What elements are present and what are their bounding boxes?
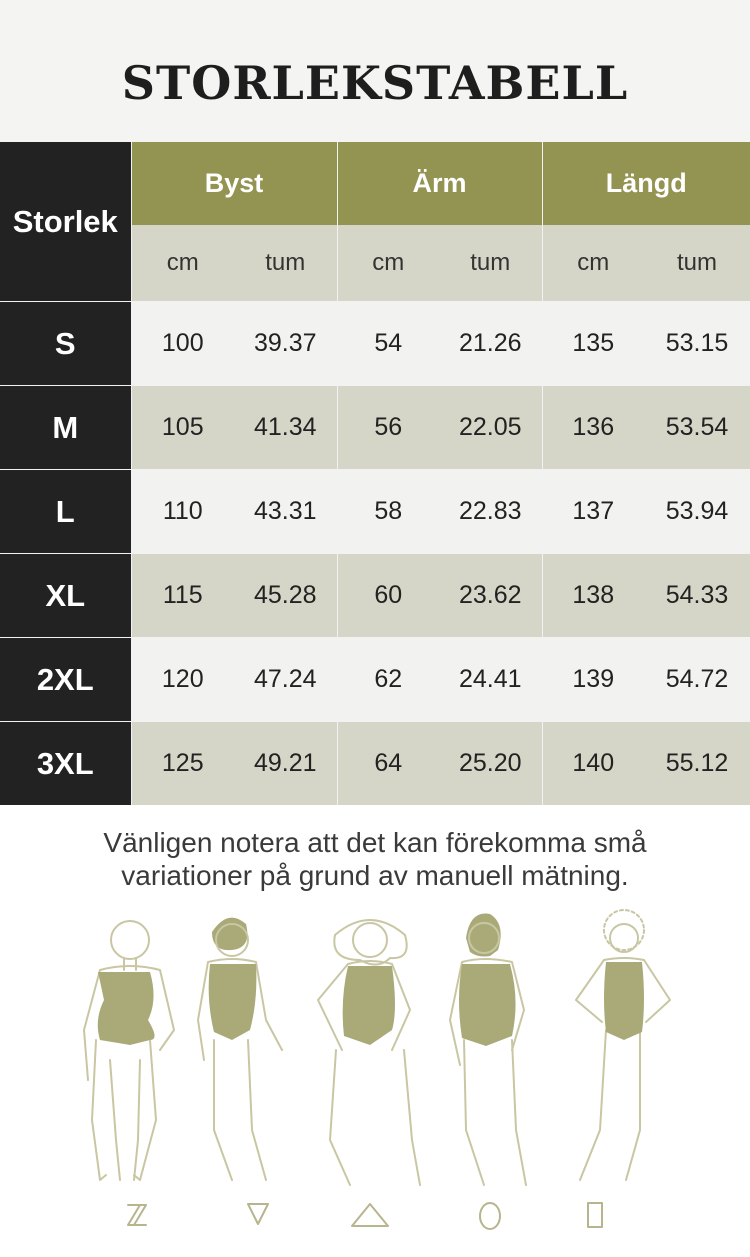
measurement-cell: 55.12 bbox=[644, 721, 750, 805]
group-header-length: Längd bbox=[541, 142, 750, 225]
measurement-cell: 45.28 bbox=[234, 553, 337, 638]
measurement-cell: 21.26 bbox=[439, 301, 543, 386]
size-label: L bbox=[0, 469, 131, 554]
measurement-note: Vänligen notera att det kan förekomma sm… bbox=[0, 826, 750, 892]
measurement-cell: 139 bbox=[541, 637, 645, 722]
table-row: 2XL 120 47.24 62 24.41 139 54.72 bbox=[0, 637, 750, 722]
measurement-cell: 56 bbox=[336, 385, 439, 470]
measurement-cell: 43.31 bbox=[234, 469, 337, 554]
measurement-cell: 54.72 bbox=[644, 637, 750, 722]
measurement-cell: 39.37 bbox=[234, 301, 337, 386]
measurement-cell: 115 bbox=[130, 553, 234, 638]
body-shape-figures bbox=[83, 909, 671, 1230]
round-figure bbox=[449, 913, 527, 1230]
measurement-cell: 24.41 bbox=[439, 637, 543, 722]
page-title: STORLEKSTABELL bbox=[121, 56, 629, 110]
measurement-cell: 136 bbox=[541, 385, 645, 470]
measurement-cell: 53.15 bbox=[644, 301, 750, 386]
measurement-cell: 53.94 bbox=[644, 469, 750, 554]
measurement-cell: 60 bbox=[336, 553, 439, 638]
size-label: 3XL bbox=[0, 721, 131, 805]
note-line-2: variationer på grund av manuell mätning. bbox=[121, 860, 629, 891]
unit-cm: cm bbox=[541, 225, 645, 302]
measurement-cell: 23.62 bbox=[439, 553, 543, 638]
size-chart-table: Storlek Byst Ärm Längd cm tum cm tum cm … bbox=[0, 142, 750, 805]
unit-inch: tum bbox=[439, 225, 543, 302]
size-column-header: Storlek bbox=[0, 142, 131, 302]
group-header-sleeve: Ärm bbox=[336, 142, 543, 225]
header-band: STORLEKSTABELL bbox=[0, 0, 750, 142]
rectangle-figure bbox=[575, 909, 671, 1228]
measurement-cell: 138 bbox=[541, 553, 645, 638]
size-label: M bbox=[0, 385, 131, 470]
hourglass-figure bbox=[83, 920, 175, 1226]
table-row: 3XL 125 49.21 64 25.20 140 55.12 bbox=[0, 721, 750, 805]
table-row: S 100 39.37 54 21.26 135 53.15 bbox=[0, 301, 750, 386]
size-label: 2XL bbox=[0, 637, 131, 722]
measurement-cell: 22.05 bbox=[439, 385, 543, 470]
measurement-cell: 120 bbox=[130, 637, 234, 722]
group-header-bust: Byst bbox=[130, 142, 337, 225]
measurement-cell: 140 bbox=[541, 721, 645, 805]
measurement-cell: 47.24 bbox=[234, 637, 337, 722]
table-row: XL 115 45.28 60 23.62 138 54.33 bbox=[0, 553, 750, 638]
measurement-cell: 22.83 bbox=[439, 469, 543, 554]
measurement-cell: 135 bbox=[541, 301, 645, 386]
size-label: XL bbox=[0, 553, 131, 638]
unit-cm: cm bbox=[130, 225, 234, 302]
table-row: L 110 43.31 58 22.83 137 53.94 bbox=[0, 469, 750, 554]
inverted-triangle-figure bbox=[197, 917, 283, 1225]
measurement-cell: 105 bbox=[130, 385, 234, 470]
measurement-cell: 53.54 bbox=[644, 385, 750, 470]
measurement-cell: 110 bbox=[130, 469, 234, 554]
unit-inch: tum bbox=[644, 225, 750, 302]
unit-cm: cm bbox=[336, 225, 439, 302]
size-label: S bbox=[0, 301, 131, 386]
measurement-cell: 58 bbox=[336, 469, 439, 554]
measurement-cell: 49.21 bbox=[234, 721, 337, 805]
table-row: M 105 41.34 56 22.05 136 53.54 bbox=[0, 385, 750, 470]
measurement-cell: 62 bbox=[336, 637, 439, 722]
measurement-cell: 25.20 bbox=[439, 721, 543, 805]
measurement-cell: 64 bbox=[336, 721, 439, 805]
triangle-figure bbox=[317, 919, 421, 1227]
unit-inch: tum bbox=[234, 225, 337, 302]
measurement-cell: 125 bbox=[130, 721, 234, 805]
measurement-cell: 54.33 bbox=[644, 553, 750, 638]
measurement-cell: 137 bbox=[541, 469, 645, 554]
note-line-1: Vänligen notera att det kan förekomma sm… bbox=[103, 827, 647, 858]
measurement-cell: 54 bbox=[336, 301, 439, 386]
measurement-cell: 41.34 bbox=[234, 385, 337, 470]
measurement-cell: 100 bbox=[130, 301, 234, 386]
